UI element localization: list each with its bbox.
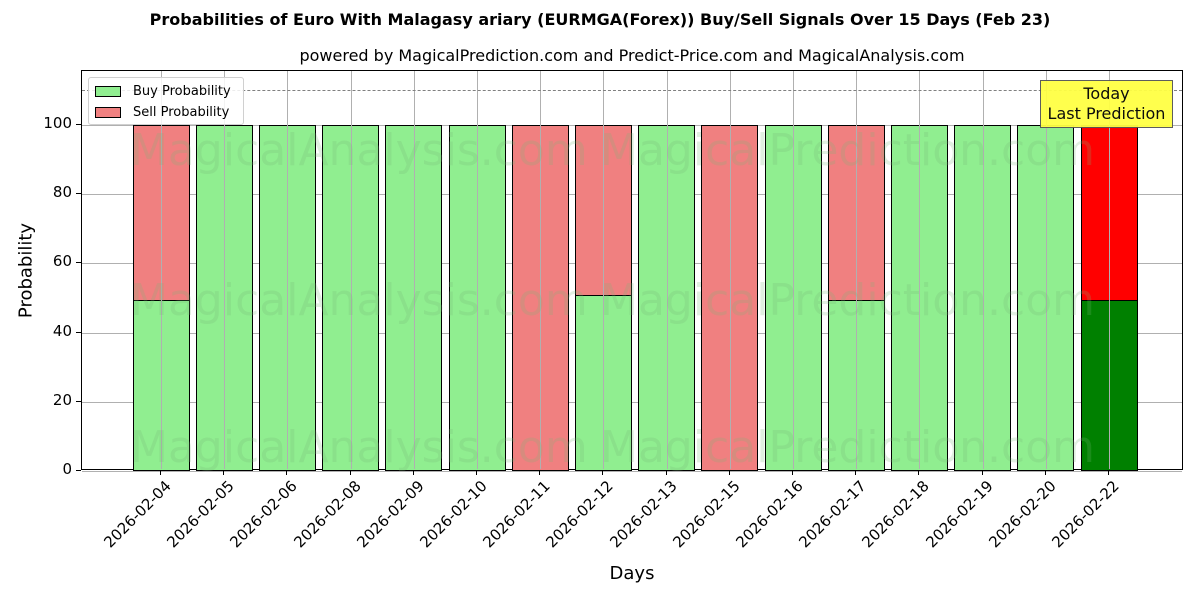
x-tick-mark: [476, 470, 477, 475]
grid-line-h: [82, 263, 1182, 265]
grid-line-h: [82, 401, 1182, 403]
x-axis-label: Days: [609, 563, 655, 584]
y-tick-mark: [76, 262, 81, 264]
today-annotation: Today Last Prediction: [1040, 80, 1173, 128]
buy-swatch-icon: [95, 85, 121, 97]
x-tick-mark: [349, 470, 351, 475]
y-tick-label: 60: [52, 252, 72, 271]
y-tick-label: 20: [52, 390, 72, 409]
y-axis-label: Probability: [15, 222, 37, 319]
grid-line-v: [413, 71, 415, 469]
x-tick-mark: [792, 470, 793, 475]
grid-line-v: [1109, 71, 1110, 469]
legend-buy-label: Buy Probability: [133, 83, 231, 99]
x-tick-mark: [223, 470, 225, 475]
y-tick-mark: [76, 400, 81, 402]
x-tick-mark: [918, 470, 920, 475]
annotation-line1: Today: [1083, 84, 1130, 103]
grid-line-h: [82, 125, 1182, 126]
x-tick-mark: [1108, 470, 1109, 475]
grid-line-v: [224, 71, 226, 469]
x-tick-mark: [1044, 470, 1046, 475]
grid-line-h: [82, 471, 1182, 472]
grid-line-v: [666, 71, 668, 469]
grid-line-v: [477, 71, 478, 469]
y-tick-label: 0: [62, 460, 72, 478]
grid-line-v: [729, 71, 731, 469]
legend-sell-label: Sell Probability: [133, 104, 230, 120]
grid-line-v: [982, 71, 984, 469]
y-tick-mark: [76, 193, 81, 195]
grid-line-v: [856, 71, 858, 469]
grid-line-h: [82, 194, 1182, 196]
x-tick-mark: [602, 470, 604, 475]
legend-item-buy: Buy Probability: [95, 82, 231, 100]
y-tick-mark: [76, 331, 81, 333]
legend: Buy Probability Sell Probability: [88, 77, 244, 125]
grid-line-v: [287, 71, 289, 469]
grid-line-v: [540, 71, 542, 469]
chart-subtitle: powered by MagicalPrediction.com and Pre…: [299, 46, 965, 65]
x-tick-mark: [728, 470, 730, 475]
grid-line-v: [793, 71, 794, 469]
annotation-line2: Last Prediction: [1047, 104, 1166, 123]
y-tick-label: 80: [52, 183, 72, 202]
y-tick-label: 40: [52, 321, 72, 340]
grid-line-v: [603, 71, 605, 469]
x-tick-mark: [981, 470, 983, 475]
y-tick-mark: [76, 124, 81, 125]
x-tick-mark: [160, 470, 161, 475]
y-tick-mark: [76, 470, 81, 471]
legend-item-sell: Sell Probability: [95, 103, 229, 121]
x-tick-mark: [855, 470, 857, 475]
x-tick-mark: [539, 470, 541, 475]
reference-line: [82, 90, 1182, 92]
grid-line-v: [161, 71, 162, 469]
x-tick-mark: [412, 470, 414, 475]
grid-line-v: [350, 71, 352, 469]
x-tick-mark: [286, 470, 288, 475]
grid-line-h: [82, 332, 1182, 334]
x-tick-mark: [665, 470, 667, 475]
grid-line-v: [1045, 71, 1047, 469]
grid-line-v: [919, 71, 921, 469]
plot-area: [81, 70, 1183, 472]
sell-swatch-icon: [95, 106, 121, 118]
chart-title: Probabilities of Euro With Malagasy aria…: [149, 10, 1051, 29]
y-tick-label: 100: [43, 114, 72, 132]
